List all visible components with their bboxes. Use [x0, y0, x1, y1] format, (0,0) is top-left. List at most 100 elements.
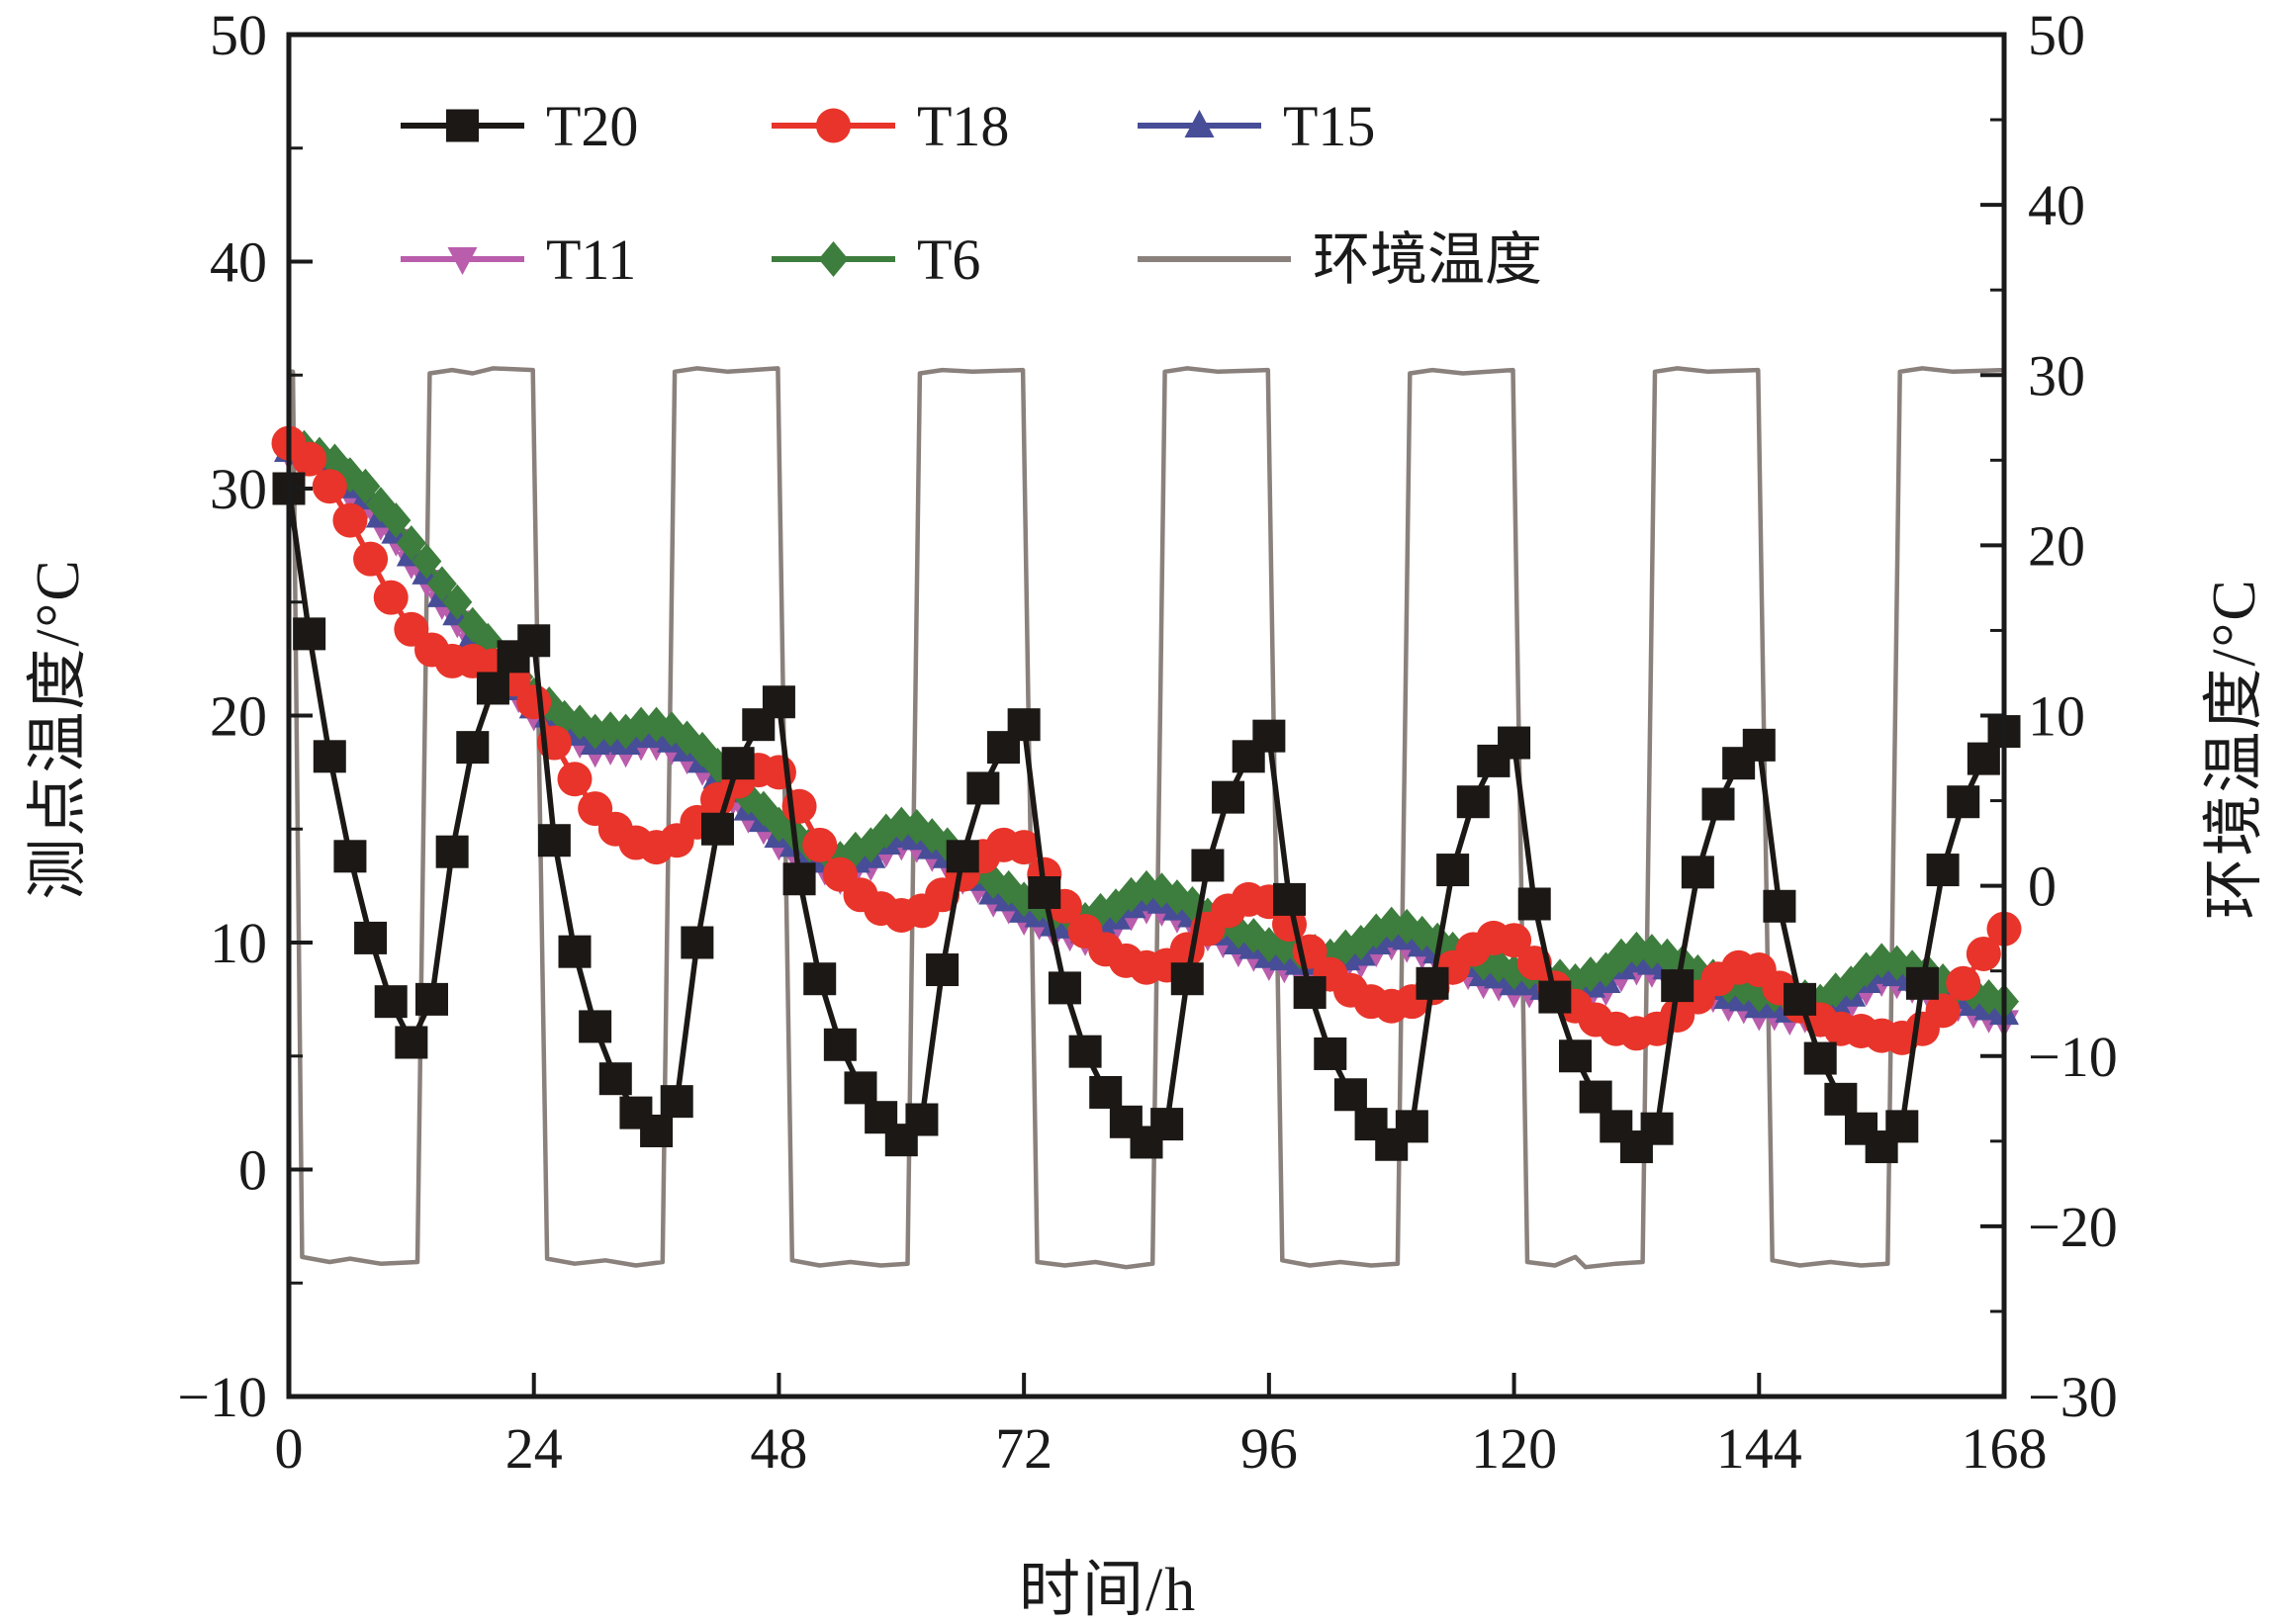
right-tick-label: −30: [2028, 1365, 2118, 1429]
legend-label-T20: T20: [546, 94, 638, 158]
legend-label-T18: T18: [917, 94, 1009, 158]
square-marker: [1395, 1110, 1428, 1143]
diamond-marker: [350, 468, 381, 504]
square-marker: [681, 926, 714, 959]
right-tick-label: −20: [2028, 1195, 2118, 1259]
square-marker: [946, 840, 979, 873]
square-marker: [537, 824, 571, 857]
square-marker: [1170, 962, 1204, 996]
circle-marker: [1006, 830, 1042, 865]
square-marker: [803, 962, 837, 996]
x-tick-label: 96: [1240, 1416, 1298, 1481]
square-marker: [721, 747, 755, 780]
right-tick-label: 10: [2028, 684, 2085, 749]
square-marker: [1701, 787, 1735, 821]
square-marker: [1416, 966, 1449, 1000]
triangle-down-marker: [447, 247, 478, 275]
square-marker: [1559, 1039, 1592, 1073]
diamond-marker: [381, 502, 412, 539]
x-tick-label: 168: [1962, 1416, 2048, 1481]
square-marker: [598, 1062, 632, 1096]
square-marker: [660, 1085, 693, 1119]
circle-marker: [1946, 965, 1981, 1001]
diamond-marker: [426, 566, 457, 602]
square-marker: [1089, 1075, 1123, 1109]
x-tick-label: 144: [1716, 1416, 1802, 1481]
square-marker: [293, 617, 326, 651]
square-marker: [1905, 966, 1939, 1000]
right-tick-label: 20: [2028, 513, 2085, 578]
square-marker: [1498, 726, 1531, 760]
diamond-marker: [818, 241, 849, 277]
circle-marker: [816, 108, 851, 143]
square-marker: [313, 740, 346, 773]
square-marker: [1885, 1110, 1919, 1143]
diamond-marker: [993, 869, 1024, 906]
triangle-up-marker: [1184, 110, 1215, 137]
square-marker: [1456, 785, 1490, 819]
square-marker: [1661, 969, 1694, 1003]
square-marker: [1824, 1082, 1858, 1116]
left-tick-label: 20: [210, 684, 267, 749]
circle-marker: [1966, 936, 2001, 971]
square-marker: [476, 672, 509, 705]
square-marker: [1293, 975, 1327, 1009]
square-marker: [354, 921, 388, 954]
x-tick-label: 48: [750, 1416, 807, 1481]
square-marker: [1947, 785, 1980, 819]
left-y-axis-label: 测点温度/°C: [25, 558, 92, 900]
square-marker: [1252, 719, 1286, 753]
square-marker: [435, 835, 469, 868]
left-tick-label: 40: [210, 230, 267, 295]
circle-marker: [557, 762, 593, 797]
circle-marker: [353, 541, 389, 577]
square-marker: [1579, 1080, 1612, 1114]
square-marker: [1150, 1108, 1184, 1141]
square-marker: [1742, 728, 1776, 762]
circle-marker: [1497, 923, 1532, 958]
legend-label-T6: T6: [917, 227, 980, 292]
right-tick-label: 40: [2028, 173, 2085, 237]
square-marker: [1212, 780, 1245, 814]
square-marker: [1068, 1035, 1102, 1068]
x-tick-label: 120: [1471, 1416, 1557, 1481]
square-marker: [1538, 980, 1572, 1014]
x-tick-label: 0: [275, 1416, 304, 1481]
square-marker: [782, 862, 816, 896]
square-marker: [1967, 742, 2000, 775]
square-marker: [1007, 708, 1041, 742]
square-marker: [446, 109, 479, 142]
right-tick-label: 50: [2028, 3, 2085, 67]
diamond-marker: [412, 543, 442, 580]
square-marker: [579, 1010, 612, 1043]
square-marker: [640, 1114, 674, 1147]
square-marker: [1191, 849, 1225, 882]
square-marker: [1803, 1041, 1837, 1075]
x-axis-label: 时间/h: [1019, 1557, 1198, 1624]
square-marker: [823, 1028, 857, 1061]
left-tick-label: 10: [210, 911, 267, 975]
diamond-marker: [442, 584, 473, 620]
x-tick-label: 24: [505, 1416, 563, 1481]
series-line-环境温度: [289, 366, 2005, 1270]
circle-marker: [373, 580, 409, 615]
left-tick-label: 0: [238, 1138, 267, 1203]
square-marker: [1048, 971, 1081, 1005]
right-y-axis-label: 环境温度/°C: [2201, 578, 2268, 920]
legend-label-T11: T11: [546, 227, 636, 292]
x-tick-label: 72: [995, 1416, 1053, 1481]
legend-label-T15: T15: [1283, 94, 1375, 158]
square-marker: [1314, 1037, 1347, 1070]
square-marker: [456, 731, 490, 765]
square-marker: [374, 985, 408, 1019]
square-marker: [333, 840, 367, 873]
series-line-T20: [286, 488, 2007, 1150]
left-tick-label: 30: [210, 457, 267, 521]
circle-marker: [292, 441, 327, 477]
right-tick-label: 0: [2028, 855, 2057, 919]
circle-marker: [332, 502, 368, 538]
square-marker: [1681, 856, 1714, 889]
left-tick-label: 50: [210, 3, 267, 67]
